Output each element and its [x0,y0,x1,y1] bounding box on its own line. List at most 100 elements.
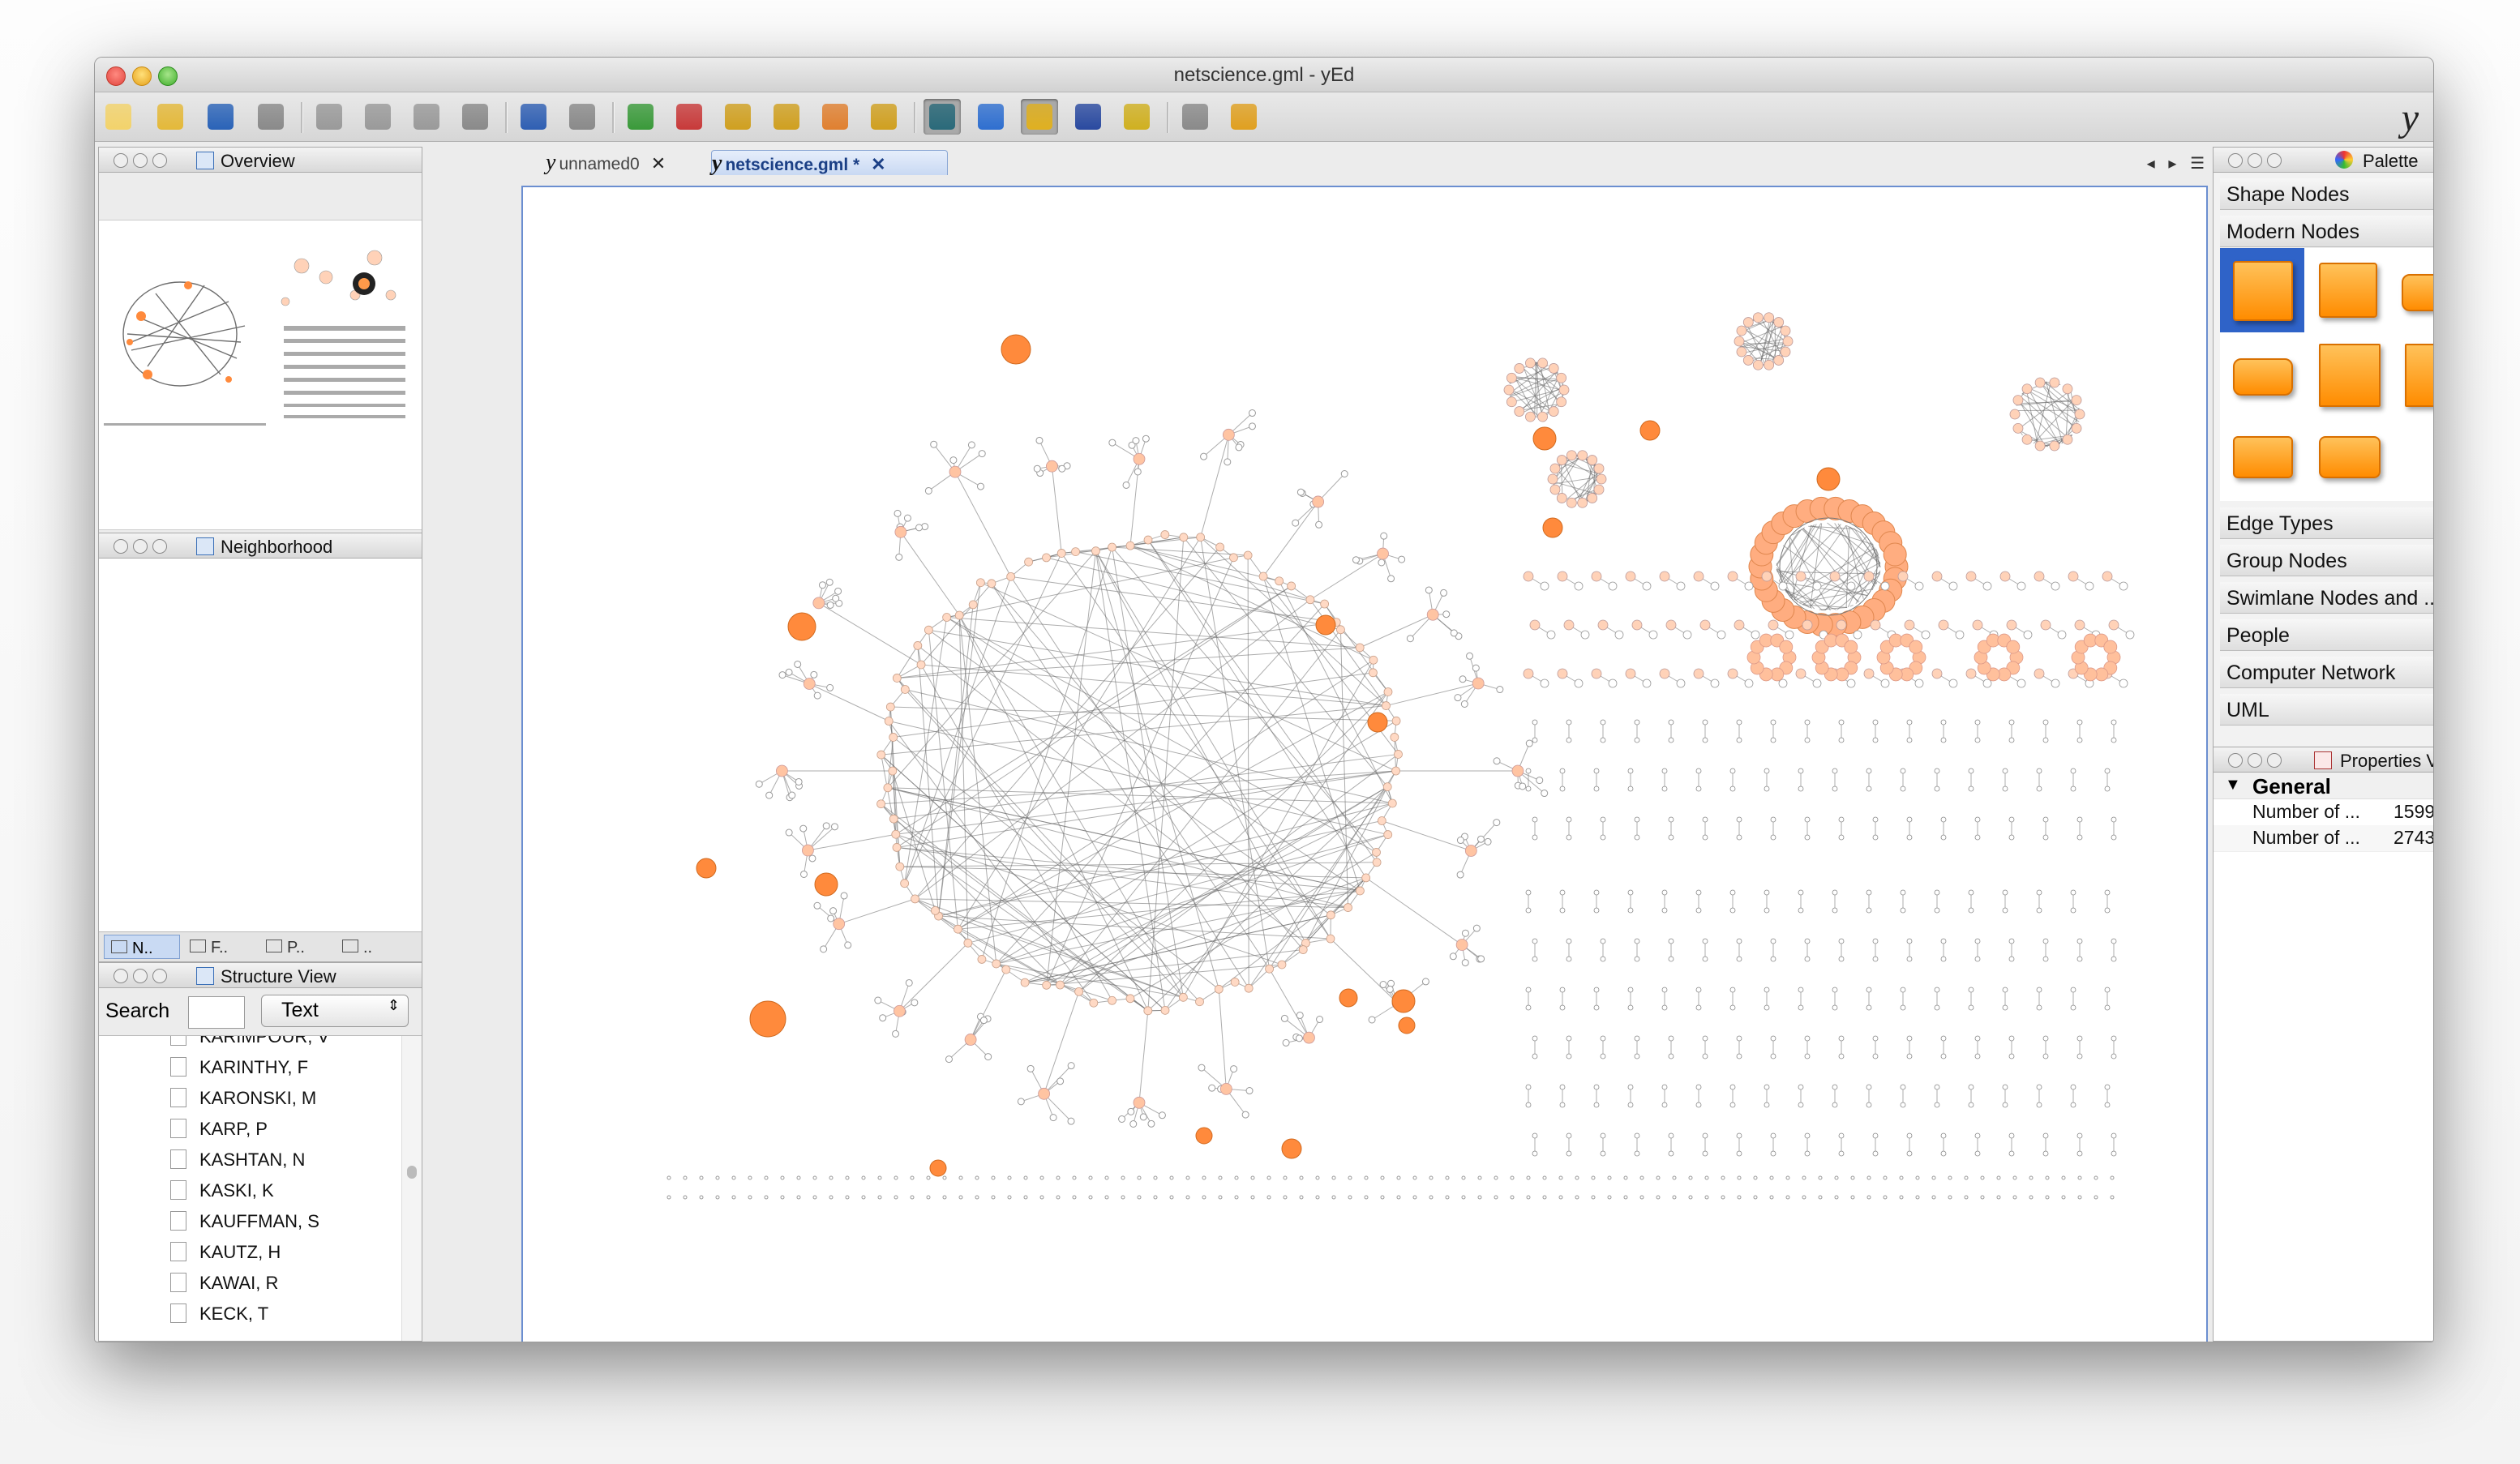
tab-list-icon[interactable]: ☰ [2190,155,2205,173]
palette-section-people[interactable]: People» [2220,619,2433,651]
panel-close-icon[interactable] [2228,153,2243,168]
structure-tree-item[interactable]: KASHTAN, N [170,1149,305,1171]
tab-p[interactable]: P.. [259,935,331,957]
panel-minimize-icon[interactable] [133,539,148,554]
structure-tree-item[interactable]: KARP, P [170,1119,268,1140]
zoom-original-button[interactable] [719,99,756,135]
layout-wizard-button[interactable] [1225,99,1262,135]
panel-close-icon[interactable] [114,969,128,983]
export-button[interactable] [252,99,289,135]
panel-close-icon[interactable] [114,153,128,168]
node-template-small-rounded[interactable] [2319,436,2381,478]
copy-button[interactable] [359,99,396,135]
new-document-button[interactable] [100,99,137,135]
fit-content-button[interactable] [865,99,902,135]
scrollbar-thumb[interactable] [407,1166,417,1179]
edit-mode-button[interactable] [924,99,961,135]
node-template-small-rect[interactable] [2233,436,2293,478]
palette-section-uml[interactable]: UML» [2220,694,2433,726]
overview-thumbnail[interactable] [99,220,422,472]
window-title: netscience.gml - yEd [1173,64,1355,86]
grid-button[interactable] [1069,99,1107,135]
panel-minimize-icon[interactable] [2248,753,2262,768]
redo-button[interactable] [564,99,601,135]
property-row[interactable]: Number of ... 1599 [2214,799,2433,826]
panel-maximize-icon[interactable] [152,539,167,554]
orthogonal-edges-button[interactable] [1118,99,1155,135]
structure-scrollbar[interactable] [401,1036,422,1341]
panel-maximize-icon[interactable] [2267,153,2282,168]
close-tab-icon[interactable]: ✕ [650,153,666,173]
structure-tree-item[interactable]: KARIMPOUR, V [170,1036,329,1047]
palette-section-edge-types[interactable]: Edge Types» [2220,507,2433,539]
palette-section-modern-nodes[interactable]: Modern Nodes» [2220,216,2433,247]
network-graph[interactable] [523,187,2206,1342]
panel-close-icon[interactable] [114,539,128,554]
search-mode-select[interactable]: Text ⇕ [261,995,409,1027]
tab-f[interactable]: F.. [183,935,255,957]
structure-tree-item[interactable]: KAUTZ, H [170,1242,281,1263]
panel-maximize-icon[interactable] [152,969,167,983]
zoom-area-button[interactable] [816,99,854,135]
zoom-fit-icon [774,104,799,130]
zoom-fit-button[interactable] [768,99,805,135]
snap-lines-button[interactable] [1021,99,1058,135]
tab-neighborhood[interactable]: N.. [104,935,180,959]
structure-tree-item[interactable]: KAWAI, R [170,1273,278,1294]
node-template-rect[interactable] [2319,263,2377,318]
tab-unnamed0[interactable]: y unnamed0 ✕ [546,150,706,175]
panel-minimize-icon[interactable] [2248,153,2262,168]
zoom-out-button[interactable] [671,99,708,135]
close-tab-icon[interactable]: ✕ [871,154,886,174]
disclosure-triangle-icon[interactable]: ▼ [2225,776,2241,794]
cut-button[interactable] [311,99,348,135]
node-template-square[interactable] [2319,344,2381,407]
neighborhood-tab-icon [111,940,127,953]
palette-section-computer-network[interactable]: Computer Network» [2220,657,2433,688]
panel-minimize-icon[interactable] [133,153,148,168]
group-button[interactable] [1176,99,1214,135]
paste-button[interactable] [408,99,445,135]
open-button[interactable] [152,99,189,135]
graph-canvas[interactable] [521,186,2208,1342]
p-tab-icon [266,940,282,952]
tab-scroll-left-icon[interactable]: ◂ [2146,155,2155,173]
node-template-rounded-rect[interactable] [2233,261,2293,321]
properties-group-row[interactable]: ▼ General [2214,773,2433,799]
node-template-capsule[interactable] [2233,358,2293,396]
minimize-window-button[interactable] [132,66,152,86]
palette-section-group-nodes[interactable]: Group Nodes» [2220,545,2433,576]
delete-button[interactable] [456,99,494,135]
zoom-in-button[interactable] [622,99,659,135]
node-template-pill[interactable] [2402,274,2433,311]
property-row[interactable]: Number of ... 2743 [2214,825,2433,852]
undo-button[interactable] [515,99,552,135]
palette-section-swimlane-nodes[interactable]: Swimlane Nodes and ...» [2220,582,2433,614]
node-template-square-shaded[interactable] [2405,344,2433,407]
navigation-mode-button[interactable] [972,99,1009,135]
navigation-mode-icon [978,104,1004,130]
tab-more[interactable]: .. [336,935,407,957]
search-input[interactable] [188,996,245,1029]
structure-tree-item[interactable]: KAUFFMAN, S [170,1211,319,1232]
yed-document-icon: y [712,151,722,176]
maximize-window-button[interactable] [158,66,178,86]
structure-tree-item[interactable]: KARONSKI, M [170,1088,316,1109]
palette-section-shape-nodes[interactable]: Shape Nodes» [2220,178,2433,210]
panel-maximize-icon[interactable] [2267,753,2282,768]
tab-scroll-right-icon[interactable]: ▸ [2168,155,2177,173]
panel-close-icon[interactable] [2228,753,2243,768]
structure-tree-item[interactable]: KARINTHY, F [170,1057,308,1078]
structure-item-label: KASHTAN, N [199,1149,306,1170]
panel-controls [114,969,172,987]
palette-header: Palette [2214,148,2433,173]
close-window-button[interactable] [106,66,126,86]
tab-label: P.. [287,939,305,957]
save-button[interactable] [202,99,239,135]
panel-maximize-icon[interactable] [152,153,167,168]
panel-minimize-icon[interactable] [133,969,148,983]
tab-netscience[interactable]: y netscience.gml * ✕ [711,150,948,176]
structure-tree-item[interactable]: KECK, T [170,1303,268,1325]
structure-tree-item[interactable]: KASKI, K [170,1180,274,1201]
palette-panel: Palette Shape Nodes» Modern Nodes» Edge … [2213,147,2433,797]
